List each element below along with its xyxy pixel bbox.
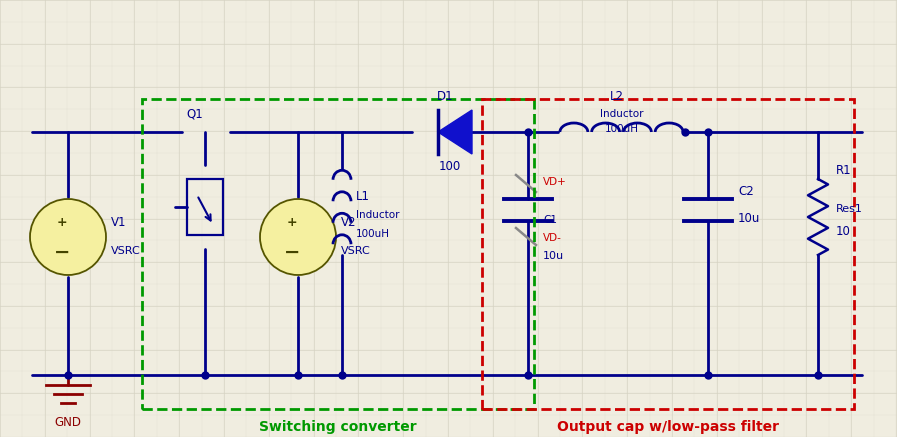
Text: 10u: 10u [543, 251, 564, 261]
Text: 10: 10 [836, 225, 851, 239]
Text: Inductor: Inductor [356, 210, 399, 220]
Text: D1: D1 [437, 90, 453, 104]
Text: VSRC: VSRC [341, 246, 370, 256]
Text: +: + [287, 216, 297, 229]
Text: 100uH: 100uH [605, 124, 639, 134]
Text: L2: L2 [609, 90, 623, 104]
Text: V1: V1 [111, 216, 126, 229]
Text: 100: 100 [439, 160, 461, 173]
Polygon shape [438, 110, 472, 154]
Text: Inductor: Inductor [600, 109, 643, 119]
Text: R1: R1 [836, 164, 851, 177]
Text: V2: V2 [341, 216, 356, 229]
Text: GND: GND [55, 416, 82, 430]
Text: Switching converter: Switching converter [259, 420, 417, 434]
Text: Output cap w/low-pass filter: Output cap w/low-pass filter [557, 420, 779, 434]
Bar [187, 179, 223, 235]
Text: Q1: Q1 [187, 108, 204, 121]
Text: C2: C2 [738, 185, 753, 198]
Bar [482, 99, 854, 409]
Text: VD+: VD+ [543, 177, 567, 187]
Text: Res1: Res1 [836, 204, 863, 214]
Text: L1: L1 [356, 191, 370, 204]
Text: −: − [283, 243, 300, 261]
Text: VD-: VD- [543, 233, 562, 243]
Text: −: − [54, 243, 70, 261]
Circle shape [30, 199, 106, 275]
Text: VSRC: VSRC [111, 246, 141, 256]
Text: +: + [57, 216, 67, 229]
Text: C1: C1 [543, 215, 557, 225]
Text: 10u: 10u [738, 212, 761, 225]
Circle shape [260, 199, 336, 275]
Bar [142, 99, 534, 409]
Text: 100uH: 100uH [356, 229, 390, 239]
